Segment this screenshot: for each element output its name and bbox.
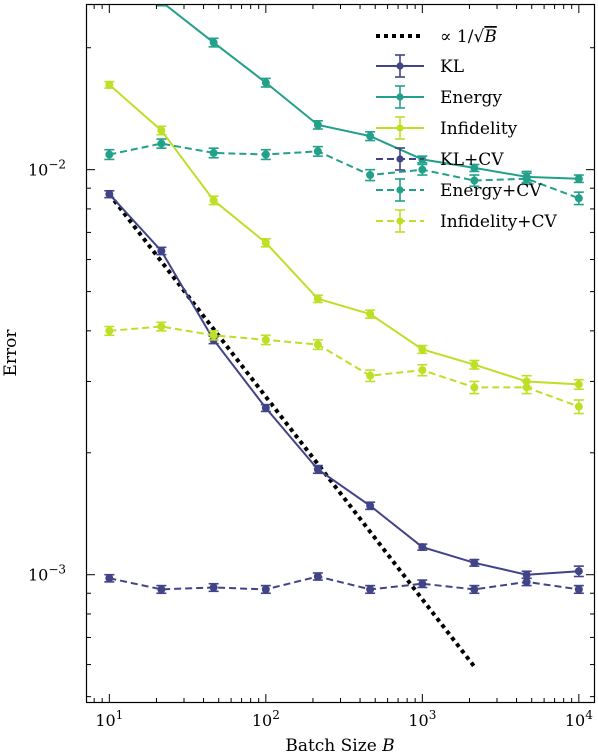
data-point	[522, 577, 531, 586]
x-tick-label: 101	[95, 708, 123, 730]
data-point	[522, 570, 531, 579]
data-point	[470, 176, 479, 185]
data-point	[313, 572, 322, 581]
legend-label: Infidelity+CV	[440, 212, 558, 232]
x-tick-label: 103	[408, 708, 436, 730]
data-point	[366, 171, 375, 180]
data-point	[105, 80, 114, 89]
plot-frame	[85, 3, 596, 704]
plot-area	[104, 5, 584, 668]
data-point	[418, 579, 427, 588]
legend-label: Infidelity	[440, 119, 518, 139]
data-point	[157, 322, 166, 331]
data-point	[261, 403, 270, 412]
series	[104, 572, 584, 595]
data-point	[366, 310, 375, 319]
data-point	[366, 585, 375, 594]
series	[104, 189, 584, 580]
data-point	[366, 132, 375, 141]
data-point	[261, 78, 270, 87]
data-point	[313, 340, 322, 349]
legend-label: KL+CV	[440, 150, 504, 170]
data-point	[574, 194, 583, 203]
y-tick-label: 10−3	[28, 563, 66, 585]
data-point	[313, 147, 322, 156]
y-tick-label: 10−2	[28, 158, 66, 180]
series-line	[109, 325, 580, 408]
data-point	[366, 501, 375, 510]
data-point	[522, 174, 531, 183]
data-point	[418, 345, 427, 354]
series-line	[109, 575, 579, 591]
series	[156, 5, 584, 184]
data-point	[418, 165, 427, 174]
data-point	[157, 585, 166, 594]
data-point	[261, 335, 270, 344]
data-point	[313, 120, 322, 129]
x-tick-label: 104	[565, 708, 593, 730]
legend-label: Energy	[440, 88, 502, 108]
data-point	[105, 574, 114, 583]
data-point	[470, 163, 479, 172]
data-point	[105, 326, 114, 335]
series-line	[108, 193, 579, 576]
data-point	[574, 174, 583, 183]
data-point	[470, 585, 479, 594]
data-point	[261, 238, 270, 247]
data-point	[522, 383, 531, 392]
series-line	[164, 5, 579, 180]
series	[104, 138, 584, 206]
data-point	[470, 383, 479, 392]
data-point	[261, 150, 270, 159]
data-point	[574, 380, 583, 389]
data-point	[366, 371, 375, 380]
legend-label: ∝ 1/√B	[440, 27, 497, 47]
data-point	[209, 148, 218, 157]
data-point	[574, 585, 583, 594]
data-point	[418, 366, 427, 375]
legend-label: KL	[440, 57, 464, 77]
data-point	[209, 38, 218, 47]
axis-ticks: 101 102 103 104 10−3 10−2	[28, 5, 594, 730]
error-bar	[156, 5, 167, 7]
data-point	[157, 246, 166, 255]
data-point	[209, 583, 218, 592]
data-point	[418, 543, 427, 552]
data-point	[313, 465, 322, 474]
x-tick-label: 102	[252, 708, 280, 730]
series-line	[108, 84, 579, 386]
data-point	[209, 196, 218, 205]
data-point	[157, 139, 166, 148]
data-point	[157, 126, 166, 135]
legend: ∝ 1/√B KL Energy Infidelity KL+CV Energy+CV In…	[376, 27, 558, 233]
data-point	[470, 558, 479, 567]
series-line	[109, 142, 580, 200]
data-point	[209, 331, 218, 340]
y-axis-label: Error	[1, 329, 21, 377]
data-point	[105, 150, 114, 159]
data-point	[313, 294, 322, 303]
x-axis-label: Batch Size B	[285, 736, 394, 756]
data-point	[574, 402, 583, 411]
legend-label: Energy+CV	[440, 181, 542, 201]
reference-line	[107, 192, 476, 668]
data-point	[470, 360, 479, 369]
data-point	[105, 190, 114, 199]
series	[104, 321, 584, 415]
data-point	[574, 567, 583, 576]
data-point	[261, 585, 270, 594]
